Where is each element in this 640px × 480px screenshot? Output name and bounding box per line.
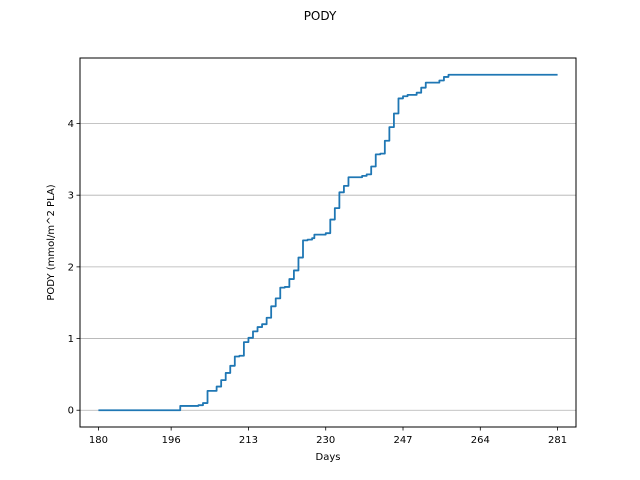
x-tick-label: 213: [239, 435, 258, 446]
x-tick-label: 180: [89, 435, 108, 446]
x-tick-label: 264: [471, 435, 490, 446]
x-tick-label: 281: [548, 435, 567, 446]
y-tick-label: 3: [68, 191, 74, 202]
plot-area: [79, 57, 577, 428]
y-tick-label: 0: [68, 406, 74, 417]
x-axis-label: Days: [316, 452, 341, 463]
chart-title: PODY: [304, 9, 337, 23]
y-tick-label: 1: [68, 334, 74, 345]
axis-ticks: 0 1 2 3 4 180 196 213 230 247 264 281: [68, 119, 568, 446]
x-tick-label: 230: [316, 435, 335, 446]
x-tick-label: 247: [393, 435, 412, 446]
grid-lines: [80, 123, 576, 411]
x-tick-label: 196: [162, 435, 181, 446]
y-axis-label: PODY (mmol/m^2 PLA): [46, 184, 57, 300]
series-line: [98, 73, 558, 412]
y-tick-label: 2: [68, 262, 74, 273]
y-tick-label: 4: [68, 119, 74, 130]
series-layer: [98, 73, 558, 412]
